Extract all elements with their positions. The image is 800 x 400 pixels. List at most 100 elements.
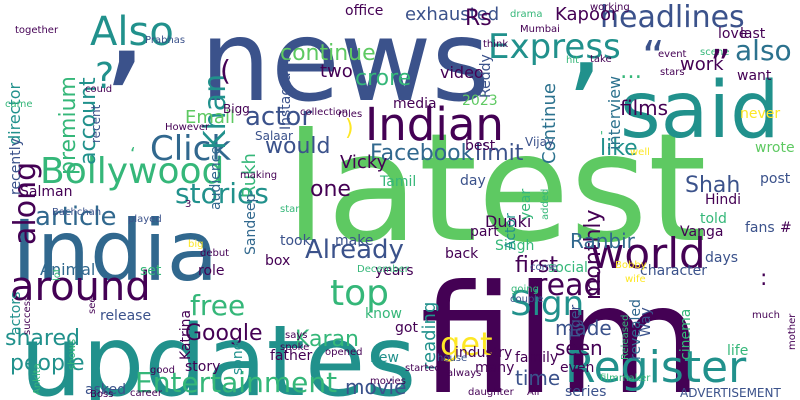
word-117: last (740, 26, 766, 42)
word-72: actors (8, 292, 24, 335)
word-110: got (395, 320, 418, 336)
word-113: year (518, 189, 534, 220)
word-160: December (357, 264, 410, 275)
word-38: continue (280, 41, 376, 66)
word-139: star (280, 204, 300, 215)
word-159: filmmaker (600, 373, 651, 384)
word-2: latest (285, 102, 707, 276)
word-162: going (511, 284, 539, 295)
word-89: family (515, 350, 558, 366)
word-118: love (718, 26, 747, 42)
word-48: made (555, 316, 612, 340)
word-28: actor (245, 102, 312, 132)
word-147: good (150, 365, 175, 376)
word-6: said (620, 66, 780, 156)
word-41: Kapoor (555, 4, 619, 25)
word-45: like (600, 136, 638, 161)
word-83: Tiger (568, 304, 584, 341)
word-64: video (440, 63, 484, 82)
word-101: story (185, 359, 220, 375)
word-91: cinema (678, 309, 694, 360)
word-47: Ranbir (570, 229, 636, 253)
word-125: song (230, 341, 246, 375)
word-3: updates (20, 305, 416, 400)
word-135: However (165, 122, 210, 133)
word-150: says (285, 330, 307, 341)
word-187: ” (710, 42, 731, 88)
word-67: office (345, 3, 383, 19)
word-70: recent (89, 104, 103, 143)
word-106: release (100, 308, 151, 324)
word-152: opened (325, 347, 362, 358)
word-68: director (5, 82, 24, 145)
word-189: … (620, 59, 642, 84)
word-21: top (330, 273, 389, 314)
word-66: Instagram (278, 59, 294, 130)
word-158: Ali (527, 387, 539, 398)
word-11: Register (565, 342, 747, 393)
word-25: get (440, 325, 493, 363)
word-134: played (128, 214, 162, 225)
word-143: lot (52, 268, 63, 281)
word-128: Bigg (223, 102, 250, 116)
word-22: Already (305, 235, 404, 265)
word-15: Also (90, 9, 174, 55)
word-51: time (515, 366, 560, 390)
word-84: Way (638, 307, 654, 337)
word-81: Dunki (485, 212, 531, 231)
word-12: Express (488, 27, 621, 67)
word-116: want (737, 68, 772, 84)
word-173: scene (700, 47, 729, 58)
word-43: limit (475, 141, 524, 166)
word-82: Singh (495, 238, 534, 254)
word-85: character (640, 263, 707, 279)
word-23: article (35, 202, 117, 232)
word-131: could (85, 84, 112, 95)
word-61: Continue (539, 83, 560, 164)
word-63: work (680, 54, 724, 75)
word-112: Actor (503, 213, 519, 250)
word-126: Sandeep (243, 194, 259, 255)
word-161: come (530, 262, 558, 273)
word-156: house (437, 353, 467, 364)
word-138: making (240, 170, 277, 181)
word-148: Boss (90, 389, 113, 400)
word-168: much (752, 310, 780, 321)
word-178: working (590, 2, 630, 13)
word-190: ' (600, 129, 603, 143)
word-9: Indian (365, 98, 504, 151)
word-34: Google (185, 321, 263, 346)
word-169: mother (787, 313, 798, 350)
word-165: added (540, 189, 551, 220)
word-87: many (475, 360, 514, 376)
word-151: spoke (280, 342, 309, 353)
word-167: wife (625, 274, 646, 285)
word-145: Ankita (32, 363, 43, 395)
word-176: think (483, 39, 508, 50)
word-73: Salaar (255, 129, 293, 143)
word-124: Katrina (178, 310, 194, 360)
word-1: news (200, 0, 490, 127)
word-170: well (630, 147, 650, 158)
word-76: wrote (755, 140, 795, 156)
word-13: world (590, 229, 706, 278)
word-58: Rukh (239, 153, 260, 198)
word-50: first (515, 253, 558, 278)
word-185: # (780, 220, 792, 236)
word-175: take (590, 54, 612, 65)
word-144: see (87, 296, 98, 314)
word-46: Shah (685, 173, 740, 198)
word-105: father (270, 348, 312, 364)
word-164: Released (620, 315, 631, 360)
word-18: around (10, 264, 151, 310)
word-146: shows (67, 339, 78, 370)
word-14: headlines (600, 0, 745, 35)
word-40: exhausted (405, 4, 499, 25)
word-16: also (735, 34, 792, 67)
word-80: days (705, 250, 738, 266)
word-10: Bollywood (40, 151, 224, 192)
word-132: came (5, 99, 33, 110)
word-96: took (280, 233, 312, 249)
word-26: Sign (510, 284, 584, 324)
